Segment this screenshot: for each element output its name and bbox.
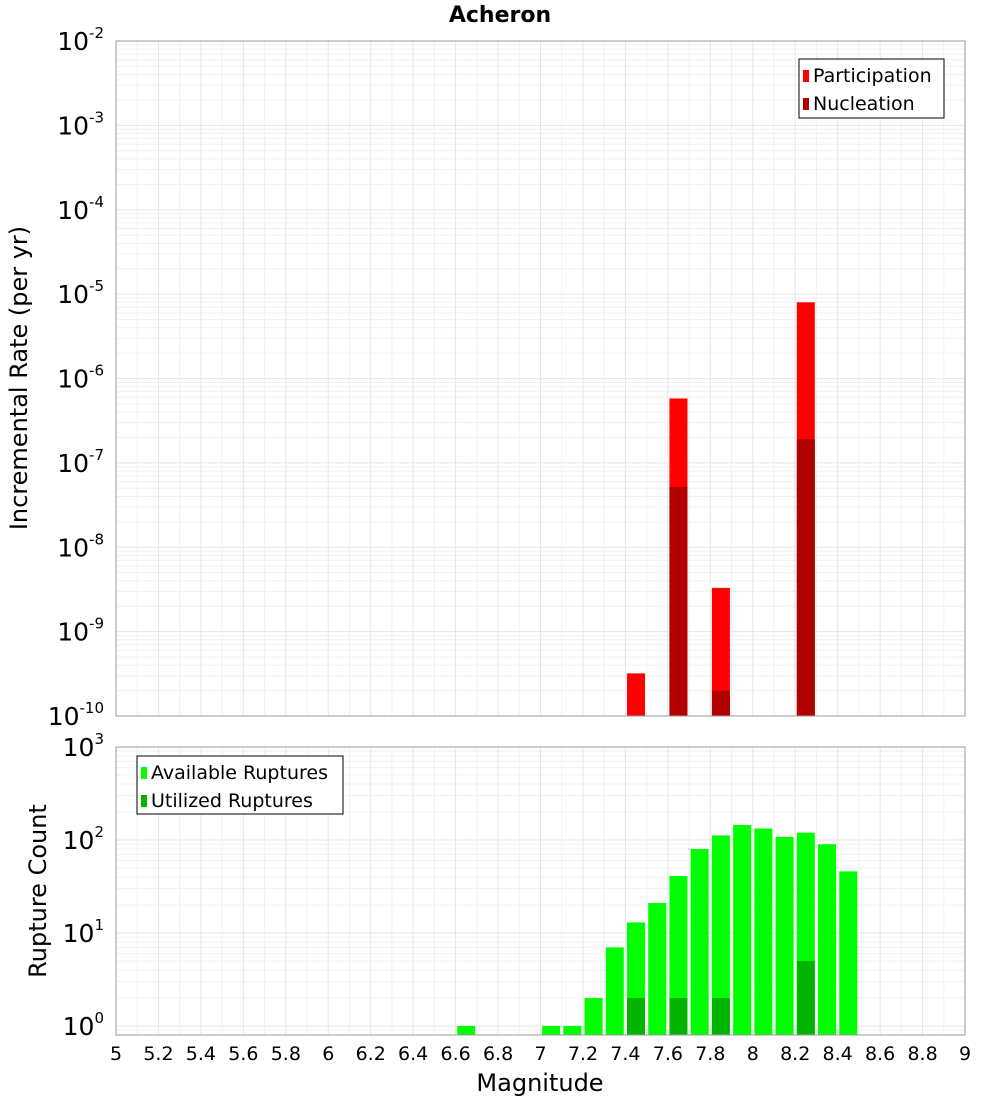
x-tick-label: 5.2 bbox=[143, 1043, 173, 1065]
x-tick-label: 5.6 bbox=[228, 1043, 258, 1065]
y-tick-labels: 100 101 102 103 bbox=[63, 730, 104, 1041]
grid bbox=[115, 40, 966, 717]
y-tick-label: 10-10 bbox=[48, 699, 104, 731]
legend-item: Nucleation bbox=[813, 93, 915, 115]
bar bbox=[690, 849, 709, 1035]
legend-box bbox=[136, 755, 344, 815]
bar bbox=[627, 673, 646, 716]
series-utilized-ruptures bbox=[627, 960, 815, 1035]
x-tick-label: 7.4 bbox=[610, 1043, 640, 1065]
plot-frame bbox=[115, 746, 966, 1036]
bar bbox=[627, 997, 646, 1035]
bar bbox=[839, 871, 858, 1035]
series-participation bbox=[627, 302, 815, 716]
legend-swatch bbox=[803, 98, 809, 110]
y-tick-label: 10-2 bbox=[57, 24, 104, 56]
y-tick-label: 10-6 bbox=[57, 362, 104, 394]
legend-swatch bbox=[803, 70, 809, 82]
legend-box bbox=[798, 58, 945, 119]
bottom-y-axis-label: Rupture Count bbox=[24, 804, 52, 978]
legend-item: Participation bbox=[813, 65, 932, 87]
y-tick-label: 10-8 bbox=[57, 530, 104, 562]
x-tick-label: 6 bbox=[322, 1043, 334, 1065]
chart-title: Acheron bbox=[449, 3, 551, 28]
x-tick-label: 6.2 bbox=[356, 1043, 386, 1065]
bar bbox=[796, 439, 815, 716]
bar bbox=[796, 960, 815, 1035]
y-tick-label: 10-5 bbox=[57, 277, 104, 309]
y-tick-label: 102 bbox=[63, 823, 104, 855]
series-nucleation bbox=[669, 439, 815, 716]
x-tick-labels: 5 5.2 5.4 5.6 5.8 6 6.2 6.4 6.6 6.8 7 7.2 7.4 7.6 7.8 8… bbox=[110, 1043, 971, 1065]
legend-swatch bbox=[141, 767, 147, 779]
x-tick-label: 8.8 bbox=[907, 1043, 937, 1065]
x-tick-label: 7.8 bbox=[695, 1043, 725, 1065]
x-tick-label: 8.6 bbox=[865, 1043, 895, 1065]
x-tick-label: 5 bbox=[110, 1043, 122, 1065]
x-tick-label: 7 bbox=[534, 1043, 546, 1065]
bar bbox=[711, 835, 730, 1035]
legend: Available Ruptures Utilized Ruptures bbox=[136, 755, 344, 815]
y-tick-label: 101 bbox=[63, 916, 104, 948]
x-tick-label: 6.4 bbox=[398, 1043, 428, 1065]
top-y-axis-label: Incremental Rate (per yr) bbox=[5, 226, 33, 530]
legend-item: Available Ruptures bbox=[151, 762, 328, 784]
y-tick-label: 10-7 bbox=[57, 446, 104, 478]
legend-swatch bbox=[141, 795, 147, 807]
bar bbox=[711, 690, 730, 716]
bar bbox=[669, 997, 688, 1035]
legend: Participation Nucleation bbox=[798, 58, 945, 119]
bar bbox=[711, 997, 730, 1035]
bar bbox=[754, 828, 773, 1035]
x-tick-label: 8 bbox=[747, 1043, 759, 1065]
x-tick-label: 5.8 bbox=[271, 1043, 301, 1065]
bar bbox=[669, 486, 688, 716]
y-tick-labels: 10-10 10-9 10-8 10-7 10-6 10-5 10-4 10-3 10-2 bbox=[48, 24, 104, 731]
y-tick-label: 100 bbox=[63, 1009, 104, 1041]
x-tick-label: 5.4 bbox=[186, 1043, 216, 1065]
x-tick-label: 7.2 bbox=[568, 1043, 598, 1065]
plot-frame bbox=[115, 40, 966, 717]
y-tick-label: 10-3 bbox=[57, 108, 104, 140]
bar bbox=[584, 997, 603, 1035]
bar bbox=[605, 947, 624, 1035]
bar bbox=[648, 903, 667, 1035]
bar bbox=[669, 876, 688, 1035]
bar bbox=[775, 836, 794, 1035]
bar bbox=[711, 587, 730, 716]
y-tick-label: 103 bbox=[63, 730, 104, 762]
bar bbox=[457, 1025, 476, 1035]
x-tick-label: 9 bbox=[959, 1043, 971, 1065]
legend-item: Utilized Ruptures bbox=[151, 790, 313, 812]
bar bbox=[542, 1025, 561, 1035]
x-tick-label: 8.4 bbox=[823, 1043, 853, 1065]
x-tick-label: 6.8 bbox=[483, 1043, 513, 1065]
bar bbox=[563, 1025, 582, 1035]
x-axis-label: Magnitude bbox=[476, 1069, 603, 1097]
bar bbox=[818, 844, 837, 1035]
x-tick-label: 8.2 bbox=[780, 1043, 810, 1065]
x-tick-label: 7.6 bbox=[653, 1043, 683, 1065]
bar bbox=[733, 824, 752, 1035]
x-tick-label: 6.6 bbox=[440, 1043, 470, 1065]
y-tick-label: 10-4 bbox=[57, 193, 104, 225]
top-panel: 10-10 10-9 10-8 10-7 10-6 10-5 10-4 10-3 10-2 Par… bbox=[48, 24, 966, 731]
y-tick-label: 10-9 bbox=[57, 615, 104, 647]
